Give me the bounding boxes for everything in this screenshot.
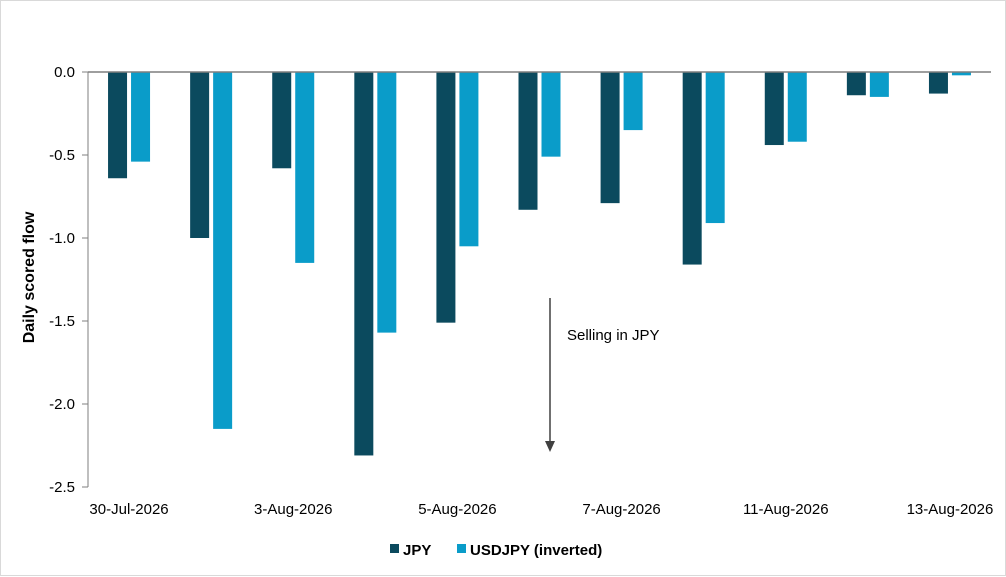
bar-usdjpy-inverted: [869, 72, 889, 97]
bar-usdjpy-inverted: [951, 72, 971, 76]
bar-usdjpy-inverted: [131, 72, 151, 162]
bar-jpy: [108, 72, 128, 179]
y-tick-label: -0.5: [49, 147, 75, 164]
legend-label-usdjpy-inverted: USDJPY (inverted): [470, 542, 602, 559]
x-axis-labels: 30-Jul-2026 3-Aug-2026 5-Aug-2026 7-Aug-202…: [89, 501, 993, 518]
x-tick-label: 7-Aug-2026: [582, 501, 660, 518]
x-tick-label: 11-Aug-2026: [743, 501, 829, 518]
bar-jpy: [764, 72, 784, 146]
x-tick-label: 3-Aug-2026: [254, 501, 332, 518]
bars: [108, 72, 971, 456]
bar-jpy: [272, 72, 292, 169]
legend-swatch-usdjpy-inverted: [457, 544, 466, 553]
y-tick-label: 0.0: [54, 64, 75, 81]
bar-usdjpy-inverted: [541, 72, 561, 157]
x-tick-label: 13-Aug-2026: [907, 501, 994, 518]
y-tick-label: -1.0: [49, 230, 75, 247]
bar-jpy: [518, 72, 538, 210]
legend: JPY USDJPY (inverted): [390, 542, 602, 559]
bar-jpy: [682, 72, 702, 265]
annotation: Selling in JPY: [545, 298, 660, 452]
y-axis: 0.0 -0.5 -1.0 -1.5 -2.0 -2.5: [49, 64, 89, 496]
annotation-arrow-head: [545, 441, 555, 452]
bar-jpy: [846, 72, 866, 96]
y-axis-label: Daily scored flow: [21, 211, 38, 343]
bar-usdjpy-inverted: [623, 72, 643, 131]
bar-usdjpy-inverted: [705, 72, 725, 224]
legend-label-jpy: JPY: [403, 542, 431, 559]
bar-jpy: [190, 72, 210, 238]
annotation-text: Selling in JPY: [567, 327, 660, 344]
bar-jpy: [436, 72, 456, 323]
x-tick-label: 30-Jul-2026: [89, 501, 168, 518]
y-tick-label: -2.0: [49, 396, 75, 413]
bar-usdjpy-inverted: [213, 72, 233, 429]
bar-jpy: [928, 72, 948, 94]
bar-jpy: [354, 72, 374, 456]
x-tick-label: 5-Aug-2026: [418, 501, 496, 518]
bar-usdjpy-inverted: [377, 72, 397, 333]
bar-jpy: [600, 72, 620, 204]
bar-usdjpy-inverted: [787, 72, 807, 142]
bar-usdjpy-inverted: [459, 72, 479, 247]
y-tick-label: -2.5: [49, 479, 75, 496]
legend-swatch-jpy: [390, 544, 399, 553]
bar-usdjpy-inverted: [295, 72, 315, 263]
y-tick-label: -1.5: [49, 313, 75, 330]
